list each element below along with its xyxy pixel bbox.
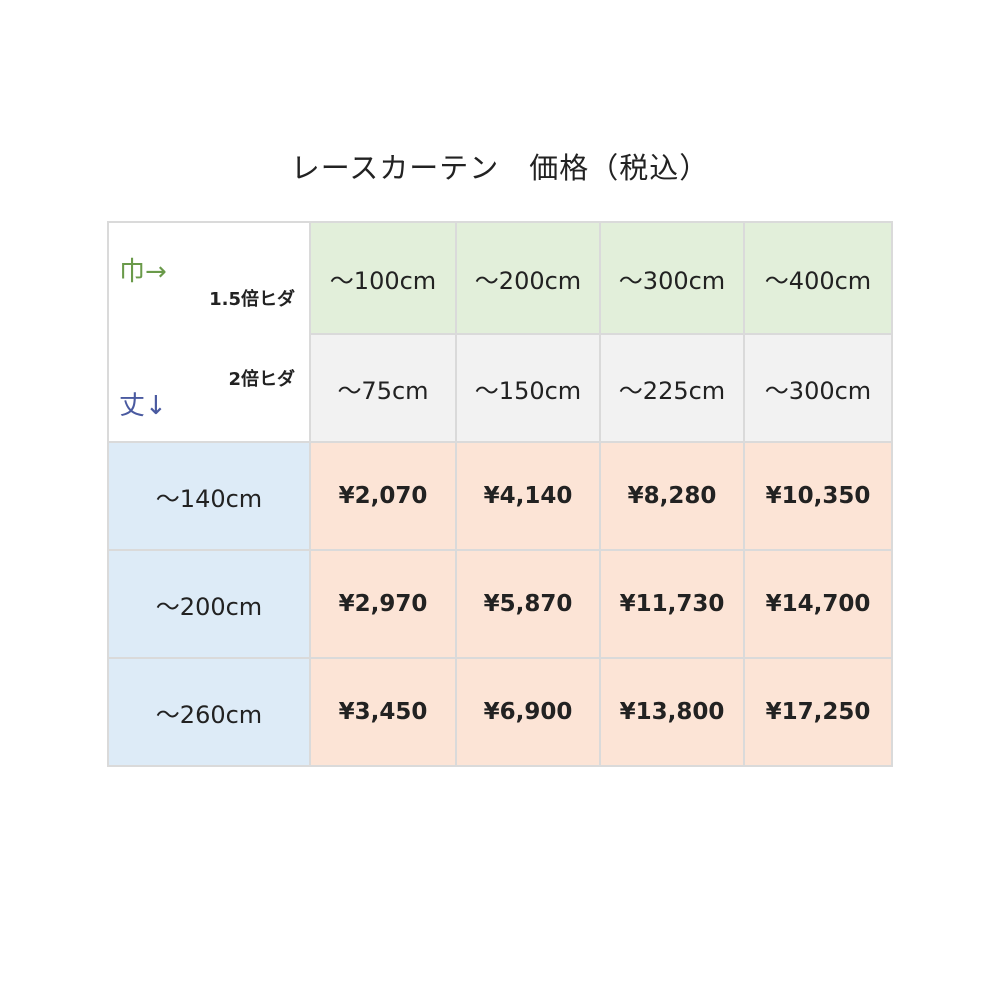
corner-cell: 巾→ 1.5倍ヒダ 2倍ヒダ 丈↓	[107, 221, 311, 443]
table-row: ～200cm ¥2,970 ¥5,870 ¥11,730 ¥14,700	[107, 549, 893, 659]
table-row: ～140cm ¥2,070 ¥4,140 ¥8,280 ¥10,350	[107, 441, 893, 551]
length-cell: ～200cm	[107, 549, 311, 659]
price-cell: ¥8,280	[599, 441, 745, 551]
price-cell: ¥14,700	[743, 549, 893, 659]
price-cell: ¥2,970	[309, 549, 457, 659]
price-cell: ¥10,350	[743, 441, 893, 551]
page-title: レースカーテン 価格（税込）	[290, 151, 710, 185]
width-header-cell: ～300cm	[599, 221, 745, 335]
header-row-2x: ～75cm ～150cm ～225cm ～300cm	[108, 333, 893, 443]
length-label: 丈↓	[119, 391, 167, 421]
width-header-cell: ～225cm	[599, 333, 745, 443]
header-row-15x: 巾→ 1.5倍ヒダ 2倍ヒダ 丈↓ ～100cm ～200cm ～300cm ～…	[107, 221, 893, 443]
width-header-cell: ～400cm	[743, 221, 893, 335]
price-table: 巾→ 1.5倍ヒダ 2倍ヒダ 丈↓ ～100cm ～200cm ～300cm ～…	[107, 221, 893, 767]
width-header-cell: ～75cm	[309, 333, 457, 443]
pleat-2-label: 2倍ヒダ	[228, 369, 295, 390]
price-cell: ¥17,250	[743, 657, 893, 767]
pleat-15-label: 1.5倍ヒダ	[209, 289, 295, 310]
price-cell: ¥11,730	[599, 549, 745, 659]
price-cell: ¥5,870	[455, 549, 601, 659]
width-header-cell: ～100cm	[309, 221, 457, 335]
price-cell: ¥13,800	[599, 657, 745, 767]
width-label: 巾→	[119, 257, 167, 287]
width-header-cell: ～300cm	[743, 333, 893, 443]
price-cell: ¥4,140	[455, 441, 601, 551]
length-cell: ～140cm	[107, 441, 311, 551]
price-cell: ¥3,450	[309, 657, 457, 767]
price-cell: ¥2,070	[309, 441, 457, 551]
width-header-cell: ～150cm	[455, 333, 601, 443]
table-row: ～260cm ¥3,450 ¥6,900 ¥13,800 ¥17,250	[107, 657, 893, 767]
width-header-cell: ～200cm	[455, 221, 601, 335]
length-cell: ～260cm	[107, 657, 311, 767]
price-cell: ¥6,900	[455, 657, 601, 767]
